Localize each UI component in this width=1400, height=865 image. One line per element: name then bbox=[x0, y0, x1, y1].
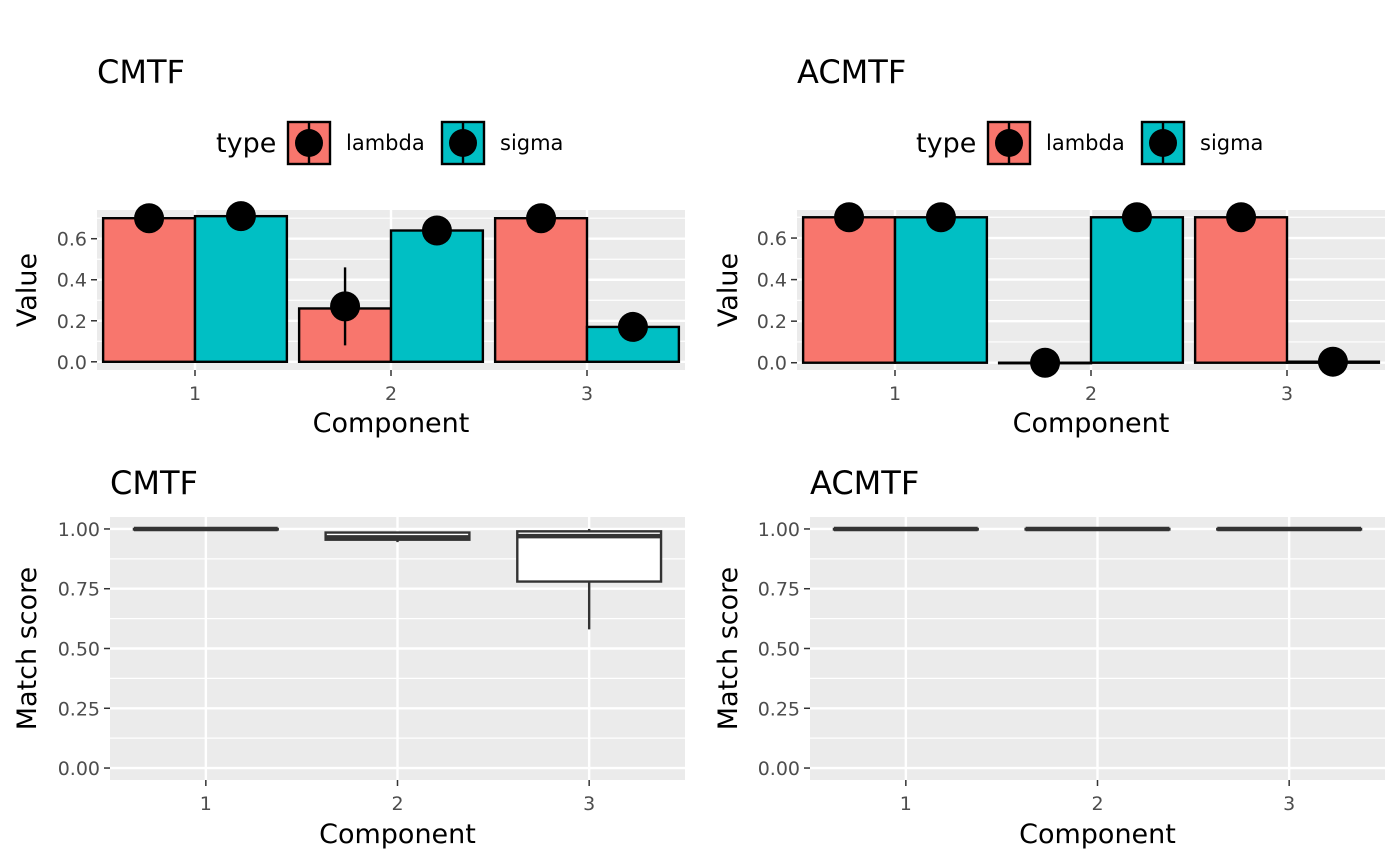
bar bbox=[801, 216, 897, 364]
x-axis-title: Component bbox=[1013, 408, 1170, 439]
y-axis-title: Value bbox=[713, 253, 744, 327]
x-tick-label: 3 bbox=[1281, 383, 1293, 405]
y-tick-label: 0.25 bbox=[758, 698, 800, 720]
data-point bbox=[526, 203, 557, 234]
data-point bbox=[421, 215, 452, 246]
x-tick-label: 1 bbox=[900, 793, 912, 815]
y-tick-label: 1.00 bbox=[58, 519, 100, 541]
data-point bbox=[1317, 346, 1348, 377]
data-point bbox=[330, 291, 361, 322]
x-axis-title: Component bbox=[313, 408, 470, 439]
chart-title: CMTF bbox=[97, 53, 185, 91]
x-axis-title: Component bbox=[319, 819, 476, 850]
chart-panel-2: 0.0 0.2 0.4 0.6 1 2 3 Component Value ACMTF type la… bbox=[713, 53, 1385, 439]
data-point bbox=[925, 202, 956, 233]
y-tick-label: 0.25 bbox=[58, 698, 100, 720]
legend-label: sigma bbox=[1200, 131, 1263, 155]
y-axis-title: Value bbox=[12, 253, 43, 327]
y-axis-title: Match score bbox=[713, 567, 744, 731]
y-tick-label: 0.2 bbox=[757, 311, 787, 333]
bar bbox=[101, 217, 197, 363]
y-tick-label: 0.2 bbox=[57, 311, 87, 333]
legend-key-sigma bbox=[440, 120, 486, 166]
y-tick-label: 1.00 bbox=[758, 519, 800, 541]
chart-title: CMTF bbox=[110, 464, 198, 502]
chart-panel-3: 0.00 0.25 0.50 0.75 1.00 1 2 3 Component Match sc… bbox=[12, 464, 685, 850]
legend: type lambda sigma bbox=[216, 120, 563, 166]
chart-title: ACMTF bbox=[810, 464, 919, 502]
data-point bbox=[834, 202, 865, 233]
y-tick-label: 0.00 bbox=[58, 758, 100, 780]
x-tick-label: 2 bbox=[391, 793, 403, 815]
bar bbox=[389, 229, 485, 363]
legend: type lambda sigma bbox=[916, 120, 1263, 166]
y-tick-label: 0.75 bbox=[58, 579, 100, 601]
bar bbox=[1193, 216, 1289, 364]
y-tick-label: 0.4 bbox=[57, 270, 87, 292]
x-tick-label: 3 bbox=[1283, 793, 1295, 815]
bar bbox=[193, 214, 289, 363]
bar bbox=[893, 216, 989, 364]
x-tick-label: 1 bbox=[189, 383, 201, 405]
y-axis-title: Match score bbox=[12, 567, 43, 731]
box bbox=[516, 530, 663, 583]
data-point bbox=[617, 311, 648, 342]
y-tick-label: 0.0 bbox=[57, 352, 87, 374]
legend-key-lambda bbox=[286, 120, 332, 166]
y-tick-label: 0.4 bbox=[757, 270, 787, 292]
legend-point-glyph bbox=[295, 129, 323, 157]
x-tick-label: 1 bbox=[200, 793, 212, 815]
x-tick-label: 2 bbox=[1085, 383, 1097, 405]
x-tick-label: 2 bbox=[1091, 793, 1103, 815]
y-tick-label: 0.0 bbox=[757, 353, 787, 375]
legend-point-glyph bbox=[1149, 129, 1177, 157]
bar bbox=[493, 217, 589, 363]
data-point bbox=[225, 201, 256, 232]
legend-title: type bbox=[216, 128, 276, 159]
y-tick-label: 0.6 bbox=[757, 228, 787, 250]
legend-label: lambda bbox=[346, 131, 425, 155]
x-tick-label: 2 bbox=[385, 383, 397, 405]
y-tick-label: 0.00 bbox=[758, 758, 800, 780]
data-point bbox=[1121, 202, 1152, 233]
y-tick-label: 0.6 bbox=[57, 229, 87, 251]
data-point bbox=[1030, 347, 1061, 378]
legend-label: lambda bbox=[1046, 131, 1125, 155]
y-tick-label: 0.75 bbox=[758, 579, 800, 601]
legend-title: type bbox=[916, 128, 976, 159]
legend-label: sigma bbox=[500, 131, 563, 155]
bar bbox=[1089, 216, 1185, 364]
y-tick-label: 0.50 bbox=[758, 639, 800, 661]
legend-key-sigma bbox=[1140, 120, 1186, 166]
data-point bbox=[134, 203, 165, 234]
legend-point-glyph bbox=[449, 129, 477, 157]
legend-key-lambda bbox=[986, 120, 1032, 166]
x-tick-label: 1 bbox=[889, 383, 901, 405]
chart-title: ACMTF bbox=[797, 53, 906, 91]
x-tick-label: 3 bbox=[583, 793, 595, 815]
chart-panel-4: 0.00 0.25 0.50 0.75 1.00 1 2 3 Component Match sc… bbox=[713, 464, 1385, 850]
data-point bbox=[1226, 202, 1257, 233]
chart-panel-1: 0.0 0.2 0.4 0.6 1 2 3 Component Value CMTF type lam… bbox=[12, 53, 685, 439]
x-tick-label: 3 bbox=[581, 383, 593, 405]
legend-point-glyph bbox=[995, 129, 1023, 157]
x-axis-title: Component bbox=[1019, 819, 1176, 850]
y-tick-label: 0.50 bbox=[58, 639, 100, 661]
